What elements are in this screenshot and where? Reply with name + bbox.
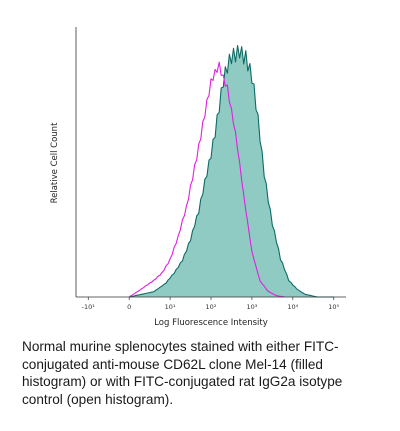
filled-histogram-outline xyxy=(129,44,334,298)
x-tick-label: 10¹ xyxy=(165,303,176,311)
open-histogram-line xyxy=(128,61,285,298)
filled-histogram-area xyxy=(129,45,334,297)
x-tick-label: 10² xyxy=(206,303,217,311)
figure-caption: Normal murine splenocytes stained with e… xyxy=(22,339,343,407)
x-axis-title: Log Fluorescence Intensity xyxy=(154,318,268,328)
histogram-figure: -10¹ 0 10¹ 10² 10³ 10⁴ 10⁵ Log Fluorescence In… xyxy=(50,27,346,328)
x-tick-label: 0 xyxy=(127,303,131,311)
x-tick-label: 10⁵ xyxy=(328,303,339,311)
x-tick-label: 10⁴ xyxy=(287,303,298,311)
y-axis-title: Relative Cell Count xyxy=(50,122,60,203)
x-tick-label: -10¹ xyxy=(82,303,96,311)
x-tick-label: 10³ xyxy=(246,303,257,311)
histogram-chart: -10¹ 0 10¹ 10² 10³ 10⁴ 10⁵ Log Fluorescence In… xyxy=(50,27,346,328)
